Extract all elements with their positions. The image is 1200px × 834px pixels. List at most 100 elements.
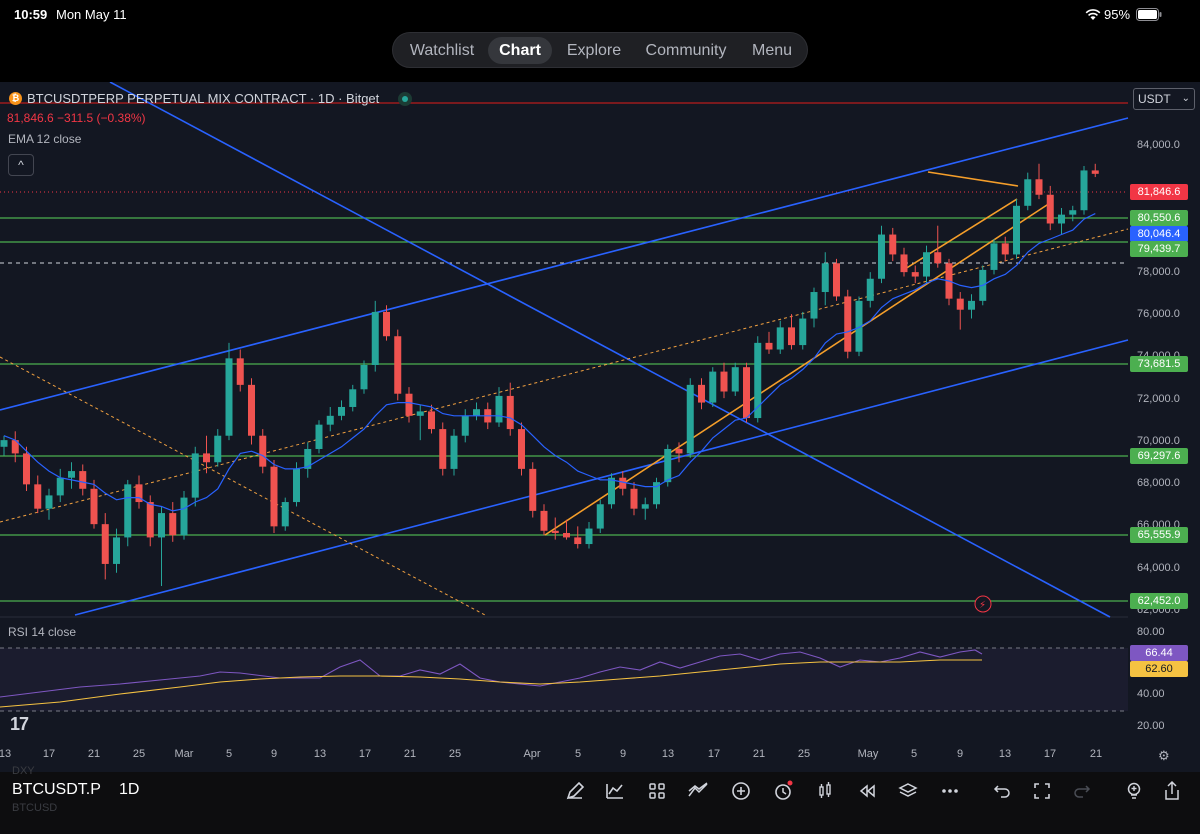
gear-icon[interactable]: ⚙: [1158, 748, 1170, 763]
share-icon[interactable]: [1157, 776, 1187, 806]
candle: [788, 314, 795, 350]
candle: [911, 265, 919, 284]
candle: [473, 402, 480, 421]
strategy-icon[interactable]: [683, 776, 713, 806]
collapse-legend-button[interactable]: ^: [8, 154, 34, 176]
alarm-clock-icon[interactable]: [768, 776, 798, 806]
candle: [900, 247, 908, 277]
price-change: 81,846.6 −311.5 (−0.38%): [7, 111, 146, 125]
date-tick: Mar: [174, 748, 194, 760]
layers-icon[interactable]: [893, 776, 923, 806]
candle: [956, 292, 964, 330]
redo-icon[interactable]: [1069, 776, 1099, 806]
price-badge-level: 69,297.6: [1130, 448, 1188, 464]
tab-explore[interactable]: Explore: [566, 42, 622, 59]
candle: [248, 378, 255, 445]
candle: [461, 409, 469, 443]
candle: [293, 462, 300, 507]
date-tick: 17: [358, 748, 372, 760]
symbol-title[interactable]: BTCUSDTPERP PERPETUAL MIX CONTRACT · 1D …: [27, 91, 380, 106]
candle: [23, 446, 30, 491]
replay-icon[interactable]: [852, 776, 882, 806]
candle: [34, 475, 42, 514]
candle: [225, 342, 233, 441]
price-badge-ema: 80,046.4: [1130, 226, 1188, 242]
candle: [1080, 166, 1088, 215]
indicators-icon[interactable]: [600, 776, 630, 806]
candle: [203, 435, 210, 474]
candle: [1046, 185, 1054, 231]
candle: [394, 329, 402, 401]
chevron-down-icon: ⌄: [1181, 93, 1190, 104]
candle: [439, 422, 447, 476]
date-tick: 21: [1089, 748, 1103, 760]
date-tick: 21: [752, 748, 766, 760]
candle: [754, 336, 762, 423]
candle: [349, 384, 357, 412]
templates-icon[interactable]: [642, 776, 672, 806]
ideas-bulb-icon[interactable]: [1119, 776, 1149, 806]
currency-value: USDT: [1138, 92, 1171, 106]
candle: [1069, 205, 1077, 222]
candle: [934, 225, 942, 268]
tab-chart[interactable]: Chart: [488, 37, 552, 64]
descending-trend-line: [109, 82, 1111, 618]
market-status-icon: [398, 92, 412, 106]
price-tick: 76,000.0: [1137, 308, 1180, 320]
candle: [630, 482, 638, 516]
candle: [821, 252, 829, 306]
candle: [833, 258, 840, 301]
price-tick: 64,000.0: [1137, 562, 1180, 574]
candle: [315, 420, 323, 454]
more-icon[interactable]: [935, 776, 965, 806]
candle: [844, 289, 852, 359]
candle: [169, 502, 177, 542]
date-tick: 21: [87, 748, 101, 760]
tab-community[interactable]: Community: [645, 42, 727, 59]
candle: [383, 305, 390, 341]
fullscreen-icon[interactable]: [1027, 776, 1057, 806]
rsi-tick: 80.00: [1137, 626, 1165, 638]
candle: [799, 311, 807, 350]
price-tick: 84,000.0: [1137, 139, 1180, 151]
date-tick: 5: [910, 748, 918, 760]
ema-indicator-label[interactable]: EMA 12 close: [8, 132, 82, 146]
date-tick: May: [857, 748, 879, 760]
candle: [608, 473, 615, 509]
tab-watchlist[interactable]: Watchlist: [409, 42, 475, 59]
date-tick: 25: [797, 748, 811, 760]
candles-icon[interactable]: [810, 776, 840, 806]
date-tick: 17: [42, 748, 56, 760]
channel-upper-line: [0, 117, 1129, 411]
price-badge-level: 79,439.7: [1130, 241, 1188, 257]
candle: [675, 442, 683, 463]
orange-support-line: [544, 202, 1051, 536]
candle: [641, 497, 649, 520]
date-tick: 13: [998, 748, 1012, 760]
interval-selector[interactable]: 1D: [119, 781, 140, 798]
tab-menu[interactable]: Menu: [751, 42, 793, 59]
add-icon[interactable]: [726, 776, 756, 806]
candle: [686, 378, 694, 458]
candle: [45, 488, 53, 520]
candle: [79, 464, 87, 496]
wedge-upper-line: [927, 171, 1019, 187]
candle: [158, 506, 165, 587]
candle: [326, 406, 334, 432]
currency-select[interactable]: USDT ⌄: [1133, 88, 1195, 110]
symbol-selector[interactable]: BTCUSDT.P: [12, 781, 101, 798]
undo-icon[interactable]: [985, 776, 1015, 806]
candle: [416, 404, 424, 441]
candle: [698, 378, 705, 410]
candle: [653, 477, 660, 509]
date-tick: 21: [403, 748, 417, 760]
chart-area[interactable]: ⚡ ₿ BTCUSDTPERP PERPETUAL MIX CONTRACT ·…: [0, 82, 1200, 772]
price-badge-last: 81,846.6: [1130, 184, 1188, 200]
pen-icon[interactable]: [560, 776, 590, 806]
compare-symbol-ghost: BTCUSD: [12, 802, 58, 814]
candle: [68, 462, 75, 489]
candle: [135, 475, 143, 509]
price-chart[interactable]: ⚡: [0, 82, 1200, 772]
rsi-indicator-label[interactable]: RSI 14 close: [8, 625, 77, 639]
candle: [731, 362, 739, 396]
